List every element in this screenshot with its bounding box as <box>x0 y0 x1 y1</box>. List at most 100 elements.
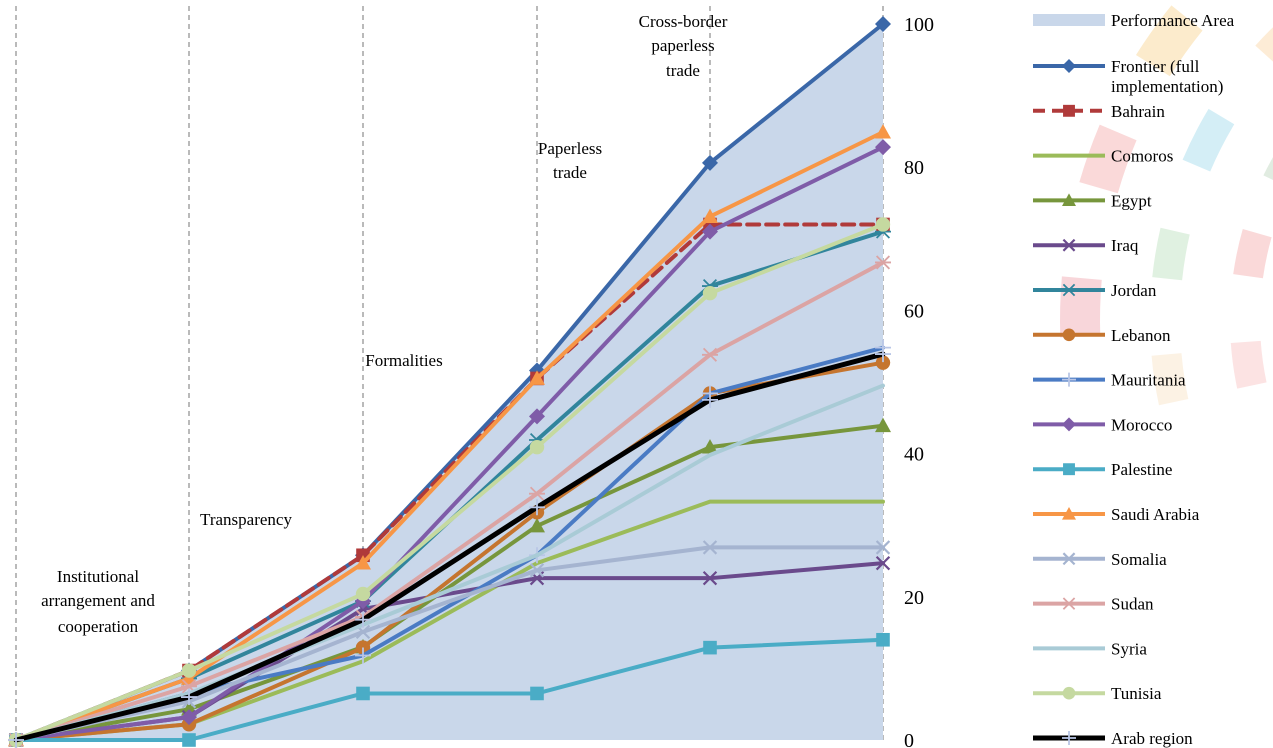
point-palestine-2 <box>356 686 370 701</box>
legend-label-line: implementation) <box>1111 77 1223 96</box>
y-axis: 0 20 40 60 80 100 <box>904 14 934 748</box>
point-morocco-3 <box>529 408 545 425</box>
legend-label-syria: Syria <box>1111 639 1147 658</box>
legend-entry-frontier-full-implementation: Frontier (full implementation) <box>1033 57 1223 96</box>
point-palestine-1 <box>182 733 196 747</box>
point-palestine-4 <box>703 640 717 655</box>
point-somalia-4 <box>702 540 718 555</box>
point-mauritania-2 <box>355 647 371 664</box>
series-line-syria <box>14 383 885 742</box>
point-arab-region-5 <box>875 346 891 363</box>
legend-marker-somalia <box>1062 552 1076 566</box>
y-tick-label: 100 <box>904 14 934 36</box>
point-tunisia-1 <box>181 663 197 678</box>
point-egypt-5 <box>875 417 891 433</box>
point-arab-region-4 <box>702 391 718 408</box>
point-egypt-3 <box>529 517 545 533</box>
point-sudan-5 <box>875 255 891 270</box>
legend-label-palestine: Palestine <box>1111 460 1172 479</box>
decor-arc-10 <box>1060 276 1102 338</box>
legend-marker-mauritania <box>1062 372 1076 387</box>
point-somalia-5 <box>875 540 891 555</box>
legend-marker-saudi-arabia <box>1062 507 1076 520</box>
legend-entry-arab-region: Arab region <box>1033 729 1193 748</box>
legend-label-performance-area: Performance Area <box>1111 11 1235 30</box>
decor-arc-3 <box>1230 340 1267 389</box>
point-lebanon-5 <box>875 355 891 370</box>
performance-area <box>16 24 883 740</box>
legend-label-sudan: Sudan <box>1111 595 1154 614</box>
stage-label-3: Paperless trade <box>538 139 602 182</box>
legend-entry-saudi-arabia: Saudi Arabia <box>1033 505 1200 524</box>
legend-label-comoros: Comoros <box>1111 147 1173 166</box>
stage-label-line: Formalities <box>365 351 442 370</box>
point-saudi-arabia-4 <box>702 208 718 224</box>
stage-label-0: Institutional arrangement and cooperation <box>41 567 155 636</box>
legend-marker-jordan <box>1062 283 1076 297</box>
point-somalia-3 <box>529 563 545 578</box>
legend-label-tunisia: Tunisia <box>1111 684 1162 703</box>
legend-entry-morocco: Morocco <box>1033 415 1172 434</box>
point-egypt-4 <box>702 439 718 454</box>
legend-entry-egypt: Egypt <box>1033 191 1152 210</box>
point-morocco-4 <box>702 223 718 240</box>
point-saudi-arabia-3 <box>529 370 545 385</box>
legend-entry-sudan: Sudan <box>1033 595 1154 614</box>
point-palestine-3 <box>530 686 544 701</box>
y-tick-label: 0 <box>904 730 914 748</box>
legend-entry-lebanon: Lebanon <box>1033 326 1171 345</box>
series-arab-region <box>8 346 891 748</box>
series-tunisia <box>8 217 891 748</box>
y-tick-label: 20 <box>904 587 924 609</box>
legend-marker-sudan <box>1062 597 1076 610</box>
legend-marker-iraq <box>1062 238 1076 252</box>
legend-marker-frontier-full-implementation <box>1062 59 1076 73</box>
legend-entry-comoros: Comoros <box>1033 147 1173 166</box>
stage-label-4: Cross-border paperless trade <box>639 12 728 80</box>
legend-label-frontier-full-implementation: Frontier (full implementation) <box>1111 57 1223 96</box>
legend-label-bahrain: Bahrain <box>1111 102 1165 121</box>
stage-label-line: Institutional <box>57 567 139 586</box>
decor-arc-9 <box>1079 124 1137 194</box>
point-arab-region-1 <box>181 689 197 706</box>
stage-labels: Institutional arrangement and cooperation T… <box>41 12 728 636</box>
legend-entry-somalia: Somalia <box>1033 550 1167 569</box>
series-line-saudi-arabia <box>14 130 885 742</box>
point-tunisia-4 <box>702 286 718 301</box>
series-syria <box>14 383 885 742</box>
legend-label-line: Frontier (full <box>1111 57 1200 76</box>
point-arab-region-0 <box>8 732 24 748</box>
legend-marker-morocco <box>1062 417 1076 432</box>
legend-entry-tunisia: Tunisia <box>1033 684 1162 703</box>
decor-arc-4 <box>1255 27 1273 62</box>
legend-label-egypt: Egypt <box>1111 191 1152 210</box>
stage-label-line: paperless <box>651 36 714 55</box>
legend-label-lebanon: Lebanon <box>1111 326 1171 345</box>
stage-label-line: Paperless <box>538 139 602 158</box>
legend-label-jordan: Jordan <box>1111 281 1157 300</box>
point-iraq-5 <box>875 555 891 571</box>
legend-entry-iraq: Iraq <box>1033 236 1139 255</box>
series-line-morocco <box>14 145 885 742</box>
stage-label-line: trade <box>666 61 700 80</box>
legend-label-arab-region: Arab region <box>1111 729 1193 748</box>
stage-label-line: Cross-border <box>639 12 728 31</box>
stage-label-2: Formalities <box>365 351 442 370</box>
series-line-arab-region <box>13 351 886 743</box>
legend-marker-egypt <box>1062 193 1076 206</box>
legend-marker-bahrain <box>1063 104 1075 117</box>
series-lines <box>8 16 891 748</box>
legend-entry-syria: Syria <box>1033 639 1147 658</box>
legend-label-morocco: Morocco <box>1111 415 1172 434</box>
point-arab-region-3 <box>529 499 545 516</box>
legend-entry-bahrain: Bahrain <box>1033 102 1165 121</box>
point-tunisia-5 <box>875 217 891 232</box>
y-tick-label: 80 <box>904 157 924 179</box>
point-morocco-5 <box>875 139 891 156</box>
legend-marker-tunisia <box>1062 686 1076 700</box>
legend-marker-arab-region <box>1062 731 1076 745</box>
legend-label-iraq: Iraq <box>1111 236 1139 255</box>
series-line-sudan <box>14 260 885 742</box>
point-palestine-5 <box>876 632 890 647</box>
